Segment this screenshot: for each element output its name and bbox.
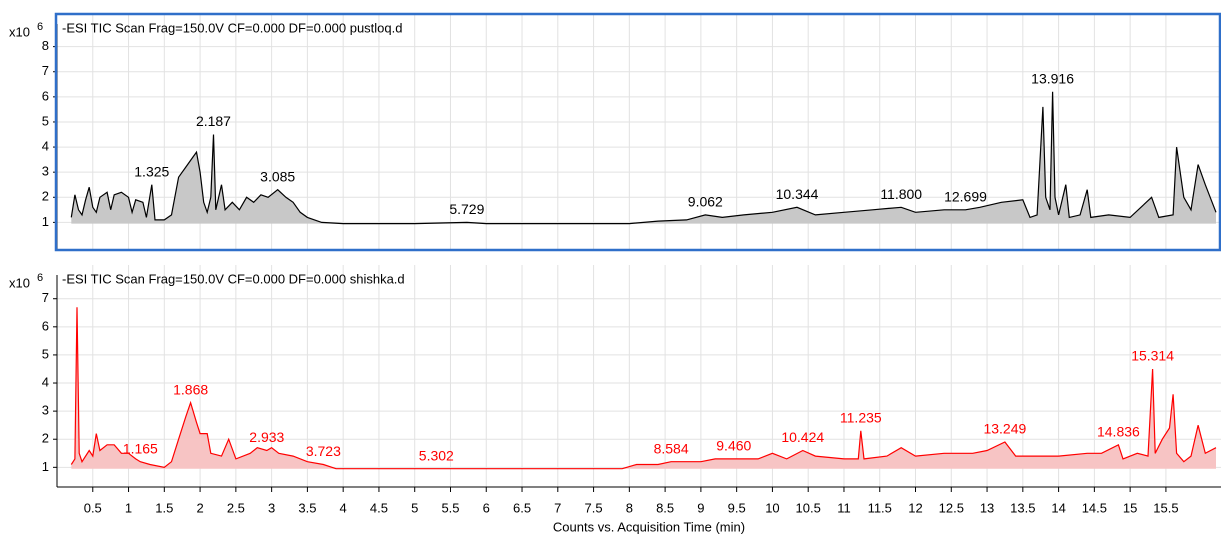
- x-tick-label: 9: [697, 500, 704, 515]
- x-axis-label: Counts vs. Acquisition Time (min): [553, 519, 745, 534]
- trace-line: [70, 307, 1217, 470]
- peak-label: 3.723: [306, 443, 341, 459]
- peak-label: 2.933: [249, 429, 284, 445]
- peak-label: 9.460: [716, 438, 751, 454]
- x-tick-label: 13: [980, 500, 994, 515]
- peak-label: 1.868: [173, 381, 208, 397]
- x-tick-label: 6.5: [513, 500, 531, 515]
- x-tick-label: 7: [554, 500, 561, 515]
- x-tick-label: 9.5: [728, 500, 746, 515]
- peak-label: 14.836: [1097, 424, 1140, 440]
- x-tick-label: 0.5: [84, 500, 102, 515]
- peak-label: 11.800: [880, 186, 922, 202]
- y-tick-label: 3: [42, 403, 49, 418]
- x-tick-label: 5.5: [441, 500, 459, 515]
- peak-label: 3.085: [260, 168, 295, 184]
- x-tick-label: 8: [626, 500, 633, 515]
- area-fill: [71, 307, 1216, 469]
- x-tick-label: 15: [1123, 500, 1137, 515]
- x-tick-label: 12: [908, 500, 922, 515]
- peak-label: 5.302: [419, 447, 454, 463]
- y-tick-label: 3: [42, 164, 49, 179]
- y-tick-label: 8: [42, 38, 49, 53]
- x-tick-label: 14: [1051, 500, 1065, 515]
- x-tick-label: 14.5: [1082, 500, 1107, 515]
- peak-label: 2.187: [196, 113, 231, 129]
- x-tick-label: 11: [837, 500, 851, 515]
- x-tick-label: 2.5: [227, 500, 245, 515]
- x-tick-label: 7.5: [585, 500, 603, 515]
- x-tick-label: 2: [196, 500, 203, 515]
- y-tick-label: 7: [42, 290, 49, 305]
- peak-label: 13.249: [983, 421, 1026, 437]
- peak-label: 10.424: [781, 429, 824, 445]
- panel-title: -ESI TIC Scan Frag=150.0V CF=0.000 DF=0.…: [62, 271, 405, 286]
- peak-label: 8.584: [654, 440, 689, 456]
- area-fill: [71, 91, 1216, 224]
- peak-label: 1.165: [123, 440, 158, 456]
- panel-title: -ESI TIC Scan Frag=150.0V CF=0.000 DF=0.…: [62, 20, 402, 35]
- x-tick-label: 1: [125, 500, 132, 515]
- x-tick-label: 12.5: [939, 500, 964, 515]
- x-tick-label: 3.5: [298, 500, 316, 515]
- x-tick-label: 15.5: [1153, 500, 1178, 515]
- peak-label: 12.699: [944, 189, 987, 205]
- selected-panel-border: [54, 12, 1221, 252]
- y-scale-base: x10: [9, 24, 30, 39]
- x-tick-label: 13.5: [1010, 500, 1035, 515]
- x-tick-label: 4: [340, 500, 347, 515]
- x-tick-label: 10.5: [796, 500, 821, 515]
- y-scale-base: x10: [9, 275, 30, 290]
- x-tick-label: 1.5: [155, 500, 173, 515]
- y-tick-label: 6: [42, 88, 49, 103]
- x-tick-label: 8.5: [656, 500, 674, 515]
- y-tick-label: 1: [42, 459, 49, 474]
- x-tick-label: 6: [483, 500, 490, 515]
- trace-line: [70, 91, 1217, 225]
- y-tick-label: 6: [42, 318, 49, 333]
- peak-label: 15.314: [1131, 348, 1174, 364]
- peak-label: 1.325: [134, 163, 169, 179]
- x-tick-label: 3: [268, 500, 275, 515]
- y-scale-exponent: 6: [37, 21, 43, 33]
- y-tick-label: 7: [42, 63, 49, 78]
- y-tick-label: 2: [42, 431, 49, 446]
- x-tick-label: 10: [765, 500, 779, 515]
- x-tick-label: 4.5: [370, 500, 388, 515]
- y-tick-label: 5: [42, 113, 49, 128]
- y-tick-label: 5: [42, 346, 49, 361]
- y-tick-label: 1: [42, 214, 49, 229]
- peak-label: 5.729: [449, 201, 484, 217]
- y-tick-label: 4: [42, 139, 49, 154]
- x-tick-label: 5: [411, 500, 418, 515]
- peak-label: 9.062: [688, 194, 723, 210]
- peak-label: 10.344: [776, 186, 819, 202]
- peak-label: 13.916: [1031, 71, 1074, 87]
- y-scale-exponent: 6: [37, 272, 43, 284]
- peak-label: 11.235: [840, 410, 882, 426]
- x-tick-label: 11.5: [868, 500, 892, 515]
- y-tick-label: 2: [42, 189, 49, 204]
- y-tick-label: 4: [42, 374, 49, 389]
